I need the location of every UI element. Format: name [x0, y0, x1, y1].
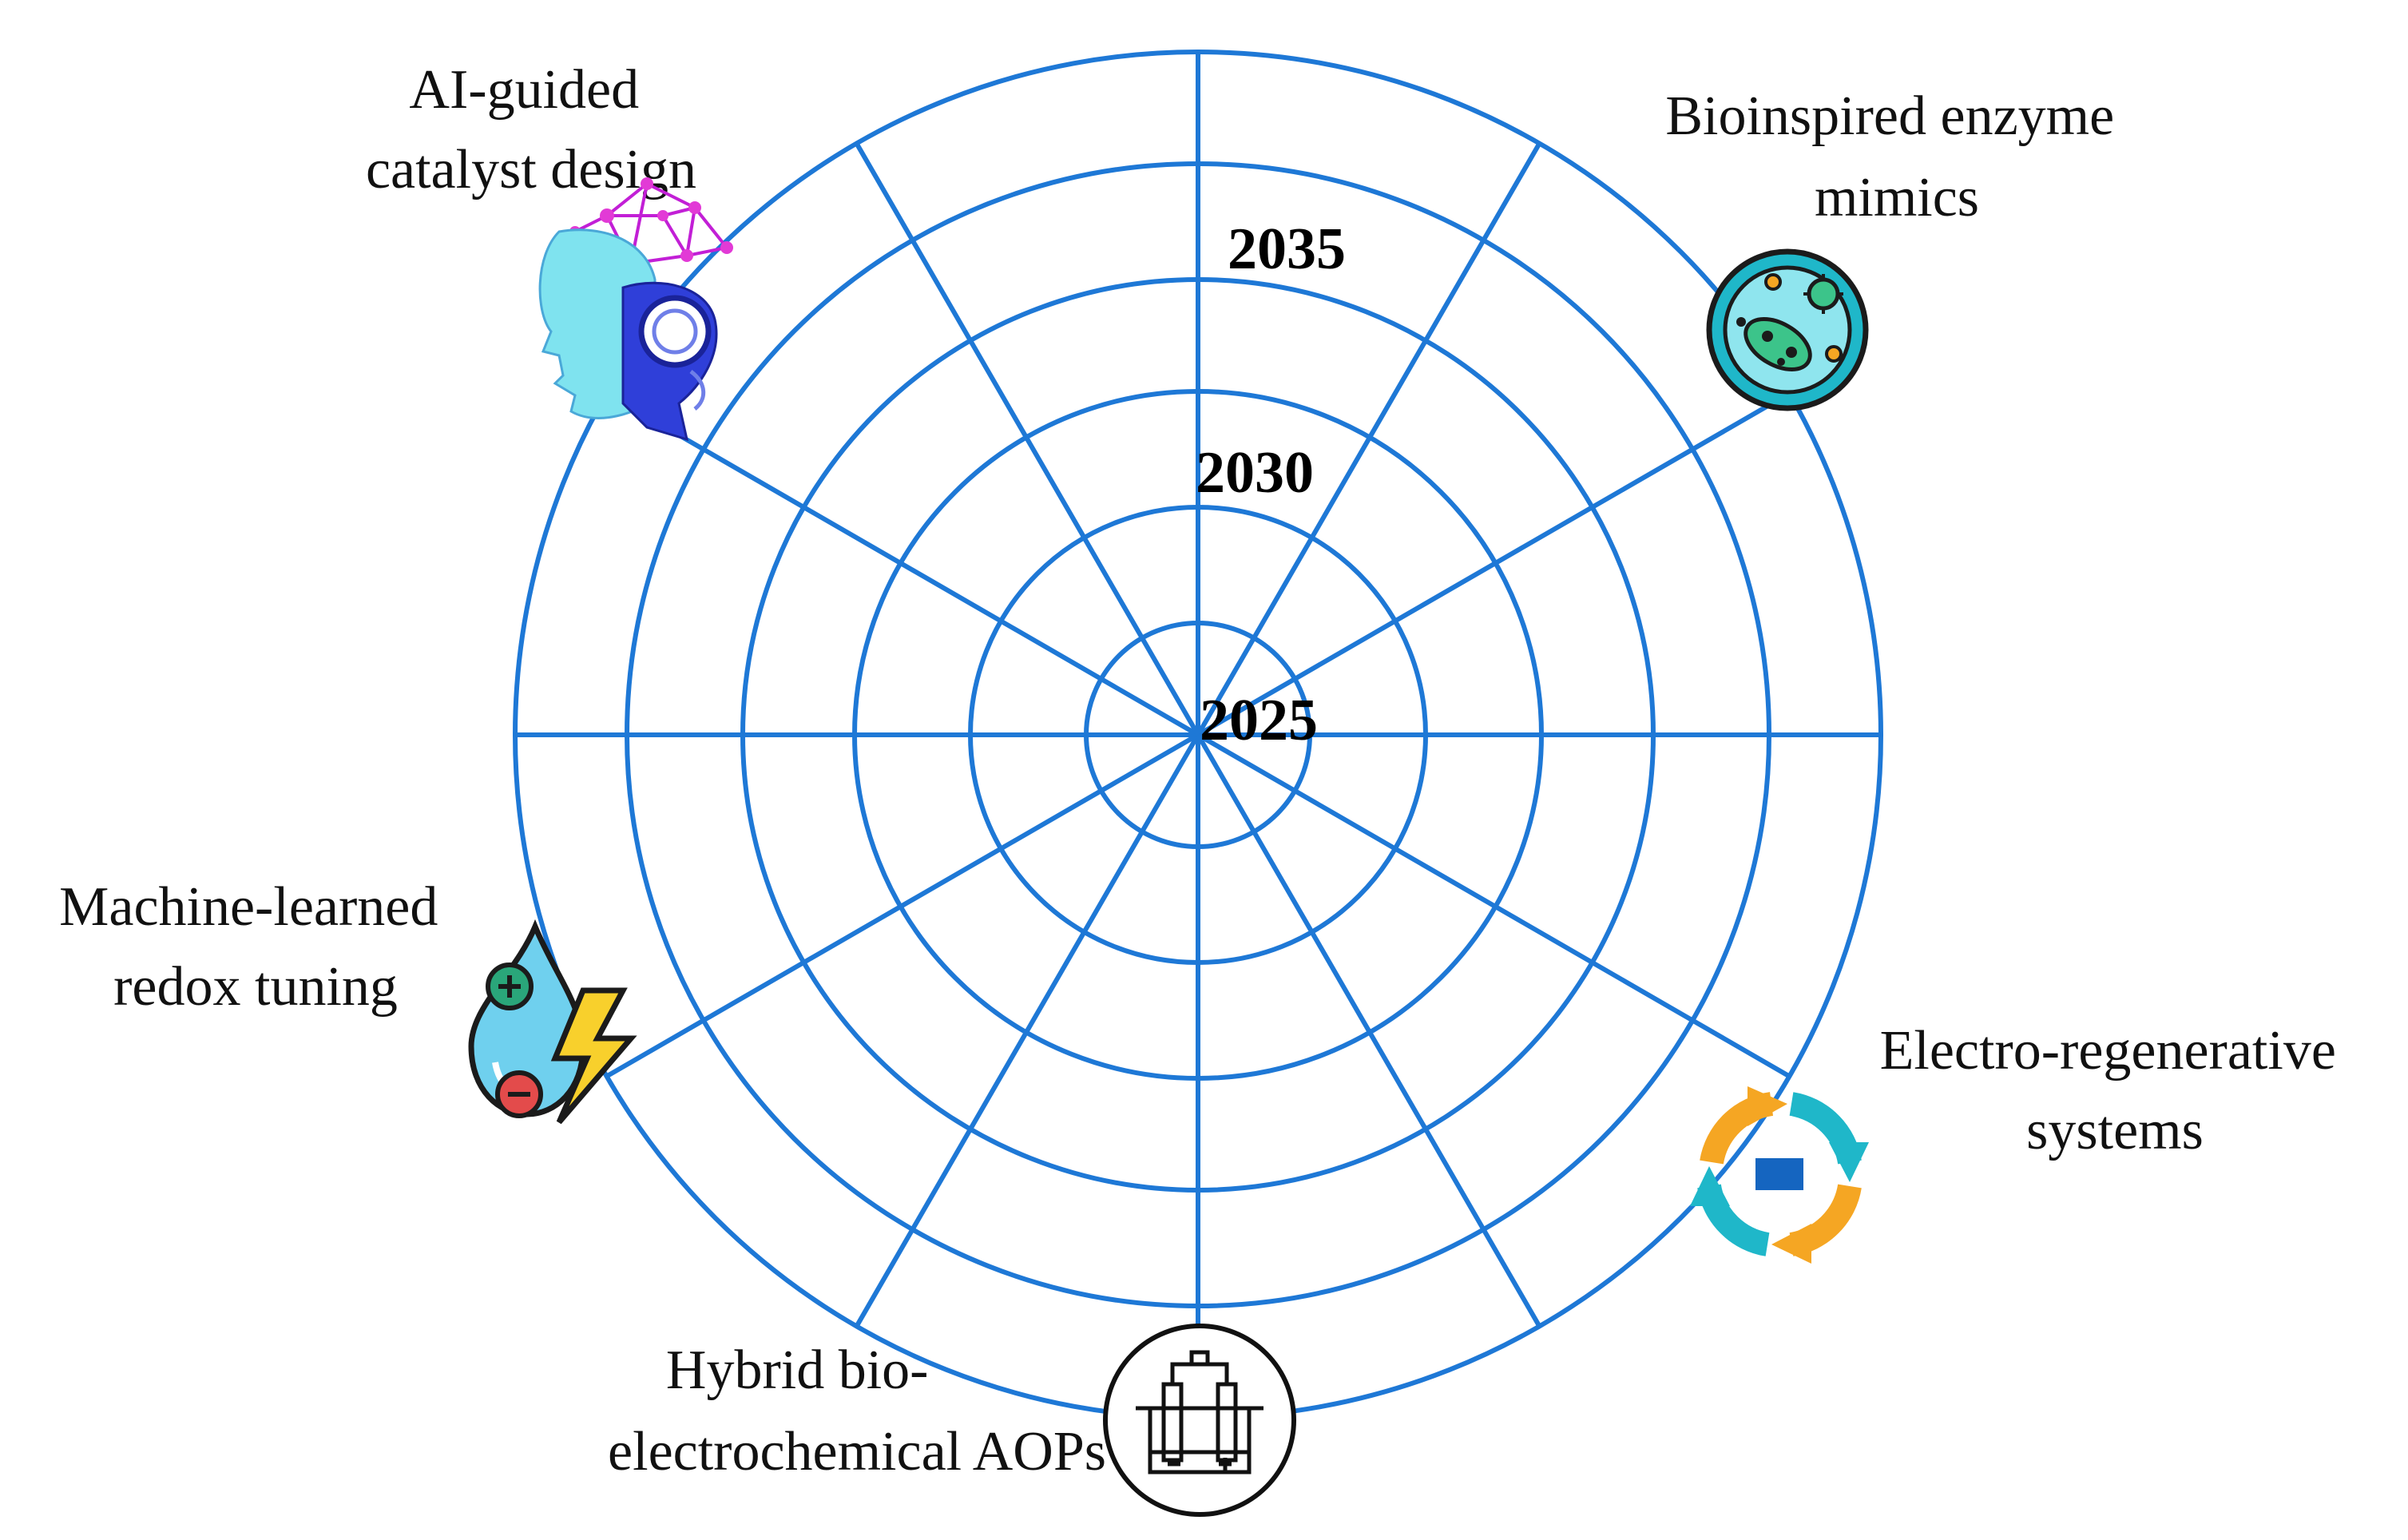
grid-spoke: [1196, 733, 1542, 1328]
topic-label-hybrid: Hybrid bio- electrochemical AOPs: [608, 1340, 1106, 1482]
electrochemical-cell-icon: [1103, 1324, 1296, 1517]
topic-label-ai-line-1: AI-guided: [409, 59, 639, 121]
topic-label-electro-line-2: systems: [2026, 1100, 2204, 1161]
grid-spoke: [1196, 732, 1791, 1079]
topic-label-bio-line-2: mimics: [1815, 167, 1979, 228]
topic-label-hybrid-line-2: electrochemical AOPs: [608, 1421, 1106, 1482]
grid-spoke: [854, 733, 1200, 1328]
ai-head-network-icon: [538, 177, 733, 442]
regeneration-cycle-icon: [1690, 1086, 1869, 1264]
topic-label-ml-line-1: Machine-learned: [59, 876, 438, 938]
redox-drop-lightning-icon: [468, 919, 637, 1125]
topic-label-electro: Electro-regenerative systems: [1880, 1020, 2350, 1161]
grid-spoke: [605, 391, 1200, 737]
grid-spokes: [515, 52, 1881, 1418]
topic-label-hybrid-line-1: Hybrid bio-: [666, 1340, 929, 1401]
grid-spoke: [605, 732, 1200, 1079]
petri-dish-microbes-icon: [1706, 248, 1869, 411]
topic-labels: AI-guided catalyst design Bioinspired en…: [59, 59, 2350, 1482]
topic-label-bio-line-1: Bioinspired enzyme: [1665, 85, 2114, 147]
year-labels: 2025 2030 2035: [1196, 216, 1346, 753]
topic-label-electro-line-1: Electro-regenerative: [1880, 1020, 2336, 1082]
topic-label-ml: Machine-learned redox tuning: [59, 876, 452, 1018]
grid-spoke: [1196, 391, 1791, 737]
topic-label-ai-line-2: catalyst design: [366, 139, 696, 200]
grid-spoke: [1196, 142, 1542, 736]
year-label-2025: 2025: [1200, 688, 1318, 753]
topic-label-ml-line-2: redox tuning: [113, 956, 398, 1018]
grid-spoke: [854, 142, 1200, 736]
year-label-2030: 2030: [1196, 440, 1314, 506]
topic-label-bio: Bioinspired enzyme mimics: [1665, 85, 2128, 228]
year-label-2035: 2035: [1228, 216, 1346, 282]
topic-label-ai: AI-guided catalyst design: [366, 59, 696, 200]
